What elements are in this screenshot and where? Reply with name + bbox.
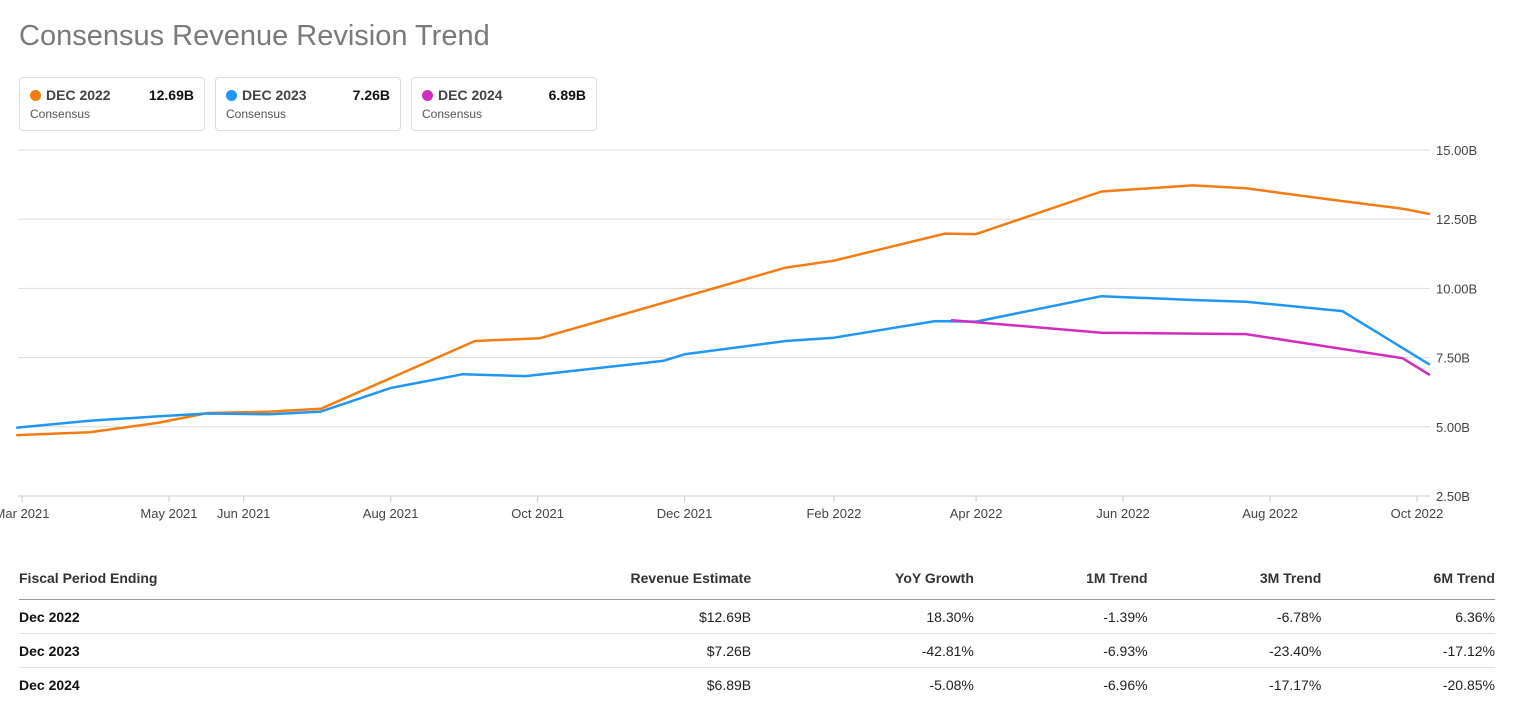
cell-6m-trend: -17.12% <box>1321 633 1495 668</box>
cell-6m-trend: 6.36% <box>1321 599 1495 634</box>
legend-card-dec-2024[interactable]: DEC 2024 6.89B Consensus <box>411 77 597 131</box>
col-1m-trend: 1M Trend <box>973 565 1148 600</box>
cell-yoy: 18.30% <box>751 599 974 634</box>
revision-trend-chart[interactable]: 15.00B 12.50B 10.00B 7.50B 5.00B 2.50B Mar 20… <box>0 140 1523 535</box>
x-tick-label: Aug 2021 <box>363 506 419 521</box>
cell-6m-trend: -20.85% <box>1442 676 1495 693</box>
y-axis-labels: 15.00B 12.50B 10.00B 7.50B 5.00B 2.50B <box>1436 143 1477 504</box>
col-6m-trend: 6M Trend <box>1321 565 1495 600</box>
col-fiscal-period: Fiscal Period Ending <box>19 565 411 600</box>
legend-label: DEC 2023 <box>242 87 307 103</box>
legend-value: 12.69B <box>148 87 194 103</box>
legend-label: DEC 2022 <box>46 87 111 103</box>
y-tick-label: 10.00B <box>1436 281 1477 296</box>
x-tick-label: Mar 2021 <box>0 506 49 521</box>
legend-sub: Consensus <box>226 107 287 121</box>
y-tick-label: 15.00B <box>1436 143 1477 158</box>
series-color-dot <box>226 89 237 101</box>
cell-3m-trend: -6.78% <box>1147 599 1322 634</box>
table-row: Dec 2023 $7.26B -42.81% -6.93% -23.40% -… <box>19 633 1495 668</box>
series-line-dec-2023[interactable] <box>15 294 1431 429</box>
legend-card-dec-2022[interactable]: DEC 2022 12.69B Consensus <box>19 77 205 131</box>
col-3m-trend: 3M Trend <box>1147 565 1322 600</box>
x-tick-label: May 2021 <box>140 506 197 521</box>
x-tick-label: Feb 2022 <box>806 506 861 521</box>
x-axis: Mar 2021 May 2021 Jun 2021 Aug 2021 Oct 2021… <box>0 496 1443 521</box>
cell-estimate: $7.26B <box>410 633 752 668</box>
legend-value: 6.89B <box>548 87 586 103</box>
legend: DEC 2022 12.69B Consensus DEC 2023 7.26B… <box>19 77 597 131</box>
cell-estimate: $6.89B <box>706 676 752 693</box>
y-gridlines <box>18 149 1430 497</box>
cell-period: Dec 2022 <box>19 599 411 634</box>
cell-period: Dec 2023 <box>19 633 411 668</box>
cell-1m-trend: -6.96% <box>1103 676 1148 693</box>
series-line-dec-2024[interactable] <box>950 318 1431 376</box>
cell-3m-trend: -17.17% <box>1269 676 1322 693</box>
y-tick-label: 2.50B <box>1436 489 1470 504</box>
series-lines <box>15 184 1431 437</box>
series-color-dot <box>422 89 433 101</box>
table-row: Dec 2024 $6.89B -5.08% -6.96% -17.17% -2… <box>19 668 1495 702</box>
x-tick-label: Oct 2022 <box>1391 506 1444 521</box>
y-tick-label: 5.00B <box>1436 420 1470 435</box>
cell-period: Dec 2024 <box>19 676 80 693</box>
table-header-row: Fiscal Period Ending Revenue Estimate Yo… <box>19 565 1495 600</box>
x-tick-label: Aug 2022 <box>1242 506 1298 521</box>
cell-3m-trend: -23.40% <box>1147 633 1322 668</box>
series-color-dot <box>30 89 41 101</box>
legend-sub: Consensus <box>422 107 483 121</box>
table-row: Dec 2022 $12.69B 18.30% -1.39% -6.78% 6.… <box>19 599 1495 634</box>
legend-sub: Consensus <box>30 107 91 121</box>
col-revenue-estimate: Revenue Estimate <box>410 565 752 600</box>
legend-label: DEC 2024 <box>438 87 503 103</box>
cell-yoy: -5.08% <box>929 676 974 693</box>
y-tick-label: 7.50B <box>1436 351 1470 366</box>
cell-yoy: -42.81% <box>751 633 974 668</box>
y-tick-label: 12.50B <box>1436 212 1477 227</box>
cell-estimate: $12.69B <box>410 599 752 634</box>
x-tick-label: Oct 2021 <box>511 506 564 521</box>
legend-value: 7.26B <box>352 87 390 103</box>
series-line-dec-2022[interactable] <box>15 184 1431 437</box>
col-yoy-growth: YoY Growth <box>751 565 974 600</box>
x-tick-label: Apr 2022 <box>950 506 1003 521</box>
cell-1m-trend: -1.39% <box>973 599 1148 634</box>
x-tick-label: Dec 2021 <box>657 506 713 521</box>
x-tick-label: Jun 2022 <box>1096 506 1150 521</box>
x-tick-label: Jun 2021 <box>217 506 271 521</box>
legend-card-dec-2023[interactable]: DEC 2023 7.26B Consensus <box>215 77 401 131</box>
cell-1m-trend: -6.93% <box>973 633 1148 668</box>
page-title: Consensus Revenue Revision Trend <box>19 20 490 52</box>
revenue-estimate-table: Fiscal Period Ending Revenue Estimate Yo… <box>19 565 1495 701</box>
